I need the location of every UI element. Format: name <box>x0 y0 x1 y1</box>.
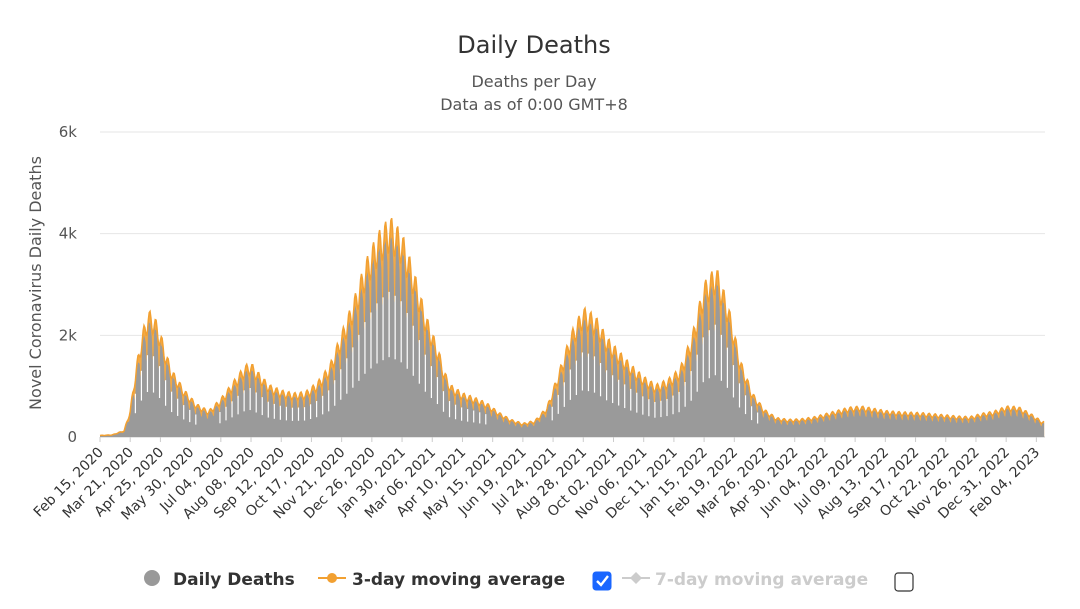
7-day-legend-diamond-icon <box>630 572 642 584</box>
chart-title: Daily Deaths <box>457 31 610 59</box>
y-tick-label: 4k <box>59 225 78 243</box>
series-3-day-moving-average-line <box>99 217 1045 437</box>
legend: Daily Deaths 3-day moving average 7-day … <box>144 570 914 592</box>
y-axis-title: Novel Coronavirus Daily Deaths <box>26 156 45 410</box>
unchecked-checkbox-icon <box>894 572 914 592</box>
y-tick-label: 6k <box>59 123 78 141</box>
legend-label-7-day-average: 7-day moving average <box>655 570 868 590</box>
y-axis-ticks: 0 2k 4k 6k <box>59 123 78 446</box>
chart-subtitle-line-2: Data as of 0:00 GMT+8 <box>440 95 628 114</box>
plot-area <box>99 217 1045 437</box>
legend-item-3-day-average[interactable]: 3-day moving average <box>318 570 565 590</box>
checkbox-3-day-average[interactable] <box>592 571 612 591</box>
y-tick-label: 2k <box>59 326 78 344</box>
checked-checkbox-icon <box>592 571 612 591</box>
legend-item-7-day-average[interactable]: 7-day moving average <box>622 570 868 590</box>
daily-deaths-legend-marker-icon <box>144 570 160 586</box>
series-daily-deaths-area <box>100 231 1045 437</box>
y-tick-label: 0 <box>67 428 77 446</box>
checkmark-icon <box>596 575 609 587</box>
3-day-legend-marker-icon <box>327 573 337 583</box>
checkbox-7-day-average[interactable] <box>894 572 914 592</box>
legend-label-daily-deaths: Daily Deaths <box>173 570 295 590</box>
legend-label-3-day-average: 3-day moving average <box>352 570 565 590</box>
chart-subtitle-line-1: Deaths per Day <box>471 72 596 91</box>
legend-item-daily-deaths[interactable]: Daily Deaths <box>144 570 295 590</box>
